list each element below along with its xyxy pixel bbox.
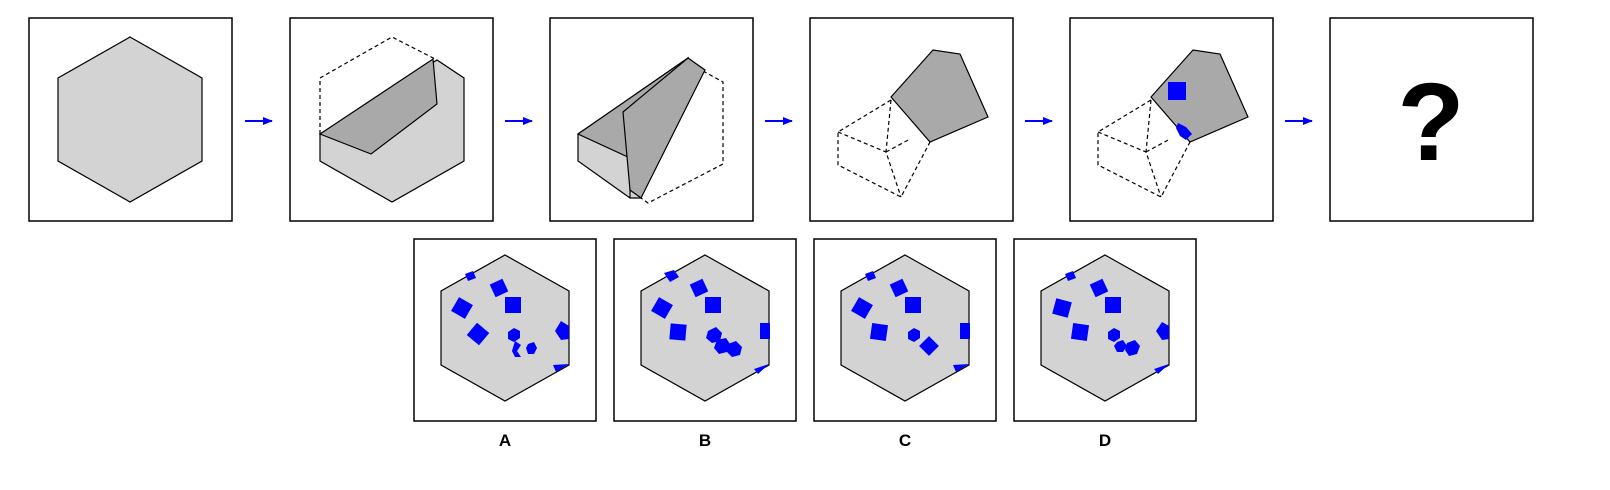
folded-away-outline xyxy=(1097,99,1191,198)
folded-away-outline xyxy=(837,99,931,198)
option-d[interactable] xyxy=(1013,238,1197,422)
holes xyxy=(651,270,770,374)
folded-away-outline xyxy=(640,70,724,204)
option-d-label: D xyxy=(1099,431,1111,450)
option-b-label: B xyxy=(699,431,711,450)
unfolded-hexagon xyxy=(440,254,570,402)
holes xyxy=(1052,271,1169,374)
step-1-panel xyxy=(28,17,233,222)
step-2-panel xyxy=(289,17,494,222)
step-3-panel xyxy=(549,17,754,222)
folded-flap xyxy=(318,57,438,155)
question-mark-icon: ? xyxy=(1397,61,1464,184)
option-a-label: A xyxy=(499,431,511,450)
option-b[interactable] xyxy=(613,238,797,422)
hexagon-hole xyxy=(1176,123,1192,140)
unfolded-hexagon xyxy=(840,254,970,402)
holes xyxy=(451,271,569,372)
folded-paper xyxy=(890,49,989,143)
hexagon-paper xyxy=(57,36,203,203)
answer-panel: ? xyxy=(1329,17,1534,222)
step-5-panel xyxy=(1069,17,1274,222)
holes xyxy=(851,271,970,372)
option-c-label: C xyxy=(899,431,911,450)
folded-flap xyxy=(622,57,706,199)
option-c[interactable] xyxy=(813,238,997,422)
square-hole xyxy=(1168,82,1186,100)
unfolded-hexagon xyxy=(640,254,770,402)
unfolded-hexagon xyxy=(1040,254,1170,402)
option-a[interactable] xyxy=(413,238,597,422)
step-4-panel xyxy=(809,17,1014,222)
folded-away-outline xyxy=(319,36,438,134)
